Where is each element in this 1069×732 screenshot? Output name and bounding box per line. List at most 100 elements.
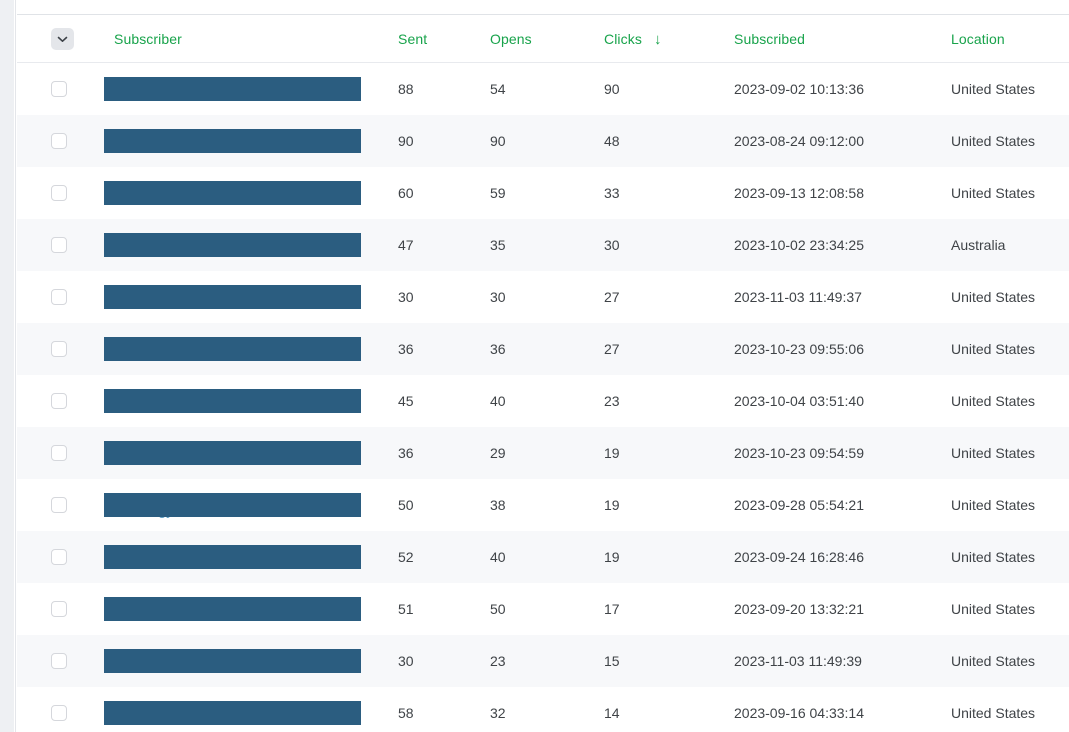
subscriber-redaction-bar[interactable] [104,129,361,153]
table-row: 58 32 14 2023-09-16 04:33:14 United Stat… [17,687,1069,732]
cell-sent: 30 [398,289,414,305]
row-checkbox[interactable] [51,341,67,357]
table-row: 52 40 19 2023-09-24 16:28:46 United Stat… [17,531,1069,583]
cell-location: Australia [951,237,1006,253]
cell-subscribed: 2023-09-20 13:32:21 [734,601,864,617]
table-header-row: Subscriber Sent Opens Clicks ↓ Subscribed… [17,15,1069,63]
cell-opens: 32 [490,705,506,721]
cell-clicks: 15 [604,653,620,669]
cell-clicks: 48 [604,133,620,149]
row-checkbox[interactable] [51,185,67,201]
table-row: 30 23 15 2023-11-03 11:49:39 United Stat… [17,635,1069,687]
cell-opens: 29 [490,445,506,461]
cell-subscribed: 2023-11-03 11:49:37 [734,289,862,305]
cell-location: United States [951,341,1036,357]
cell-opens: 36 [490,341,506,357]
cell-clicks: 33 [604,185,620,201]
row-checkbox[interactable] [51,653,67,669]
cell-location: United States [951,601,1036,617]
subscriber-redaction-bar[interactable] [104,285,361,309]
cell-location: United States [951,289,1036,305]
cell-location: United States [951,497,1036,513]
cell-subscribed: 2023-10-23 09:54:59 [734,445,864,461]
table-row: 88 54 90 2023-09-02 10:13:36 United Stat… [17,63,1069,115]
row-checkbox[interactable] [51,393,67,409]
cell-opens: 50 [490,601,506,617]
cell-opens: 23 [490,653,506,669]
cell-opens: 35 [490,237,506,253]
cell-sent: 36 [398,341,414,357]
column-header-clicks[interactable]: Clicks ↓ [604,15,662,63]
row-checkbox[interactable] [51,445,67,461]
cell-subscribed: 2023-09-24 16:28:46 [734,549,864,565]
column-header-opens[interactable]: Opens [490,31,532,47]
cell-location: United States [951,133,1036,149]
sort-descending-icon: ↓ [653,31,662,48]
column-header-location[interactable]: Location [951,31,1005,47]
cell-subscribed: 2023-10-02 23:34:25 [734,237,864,253]
subscriber-redaction-bar[interactable] [104,77,361,101]
subscriber-redaction-bar[interactable] [104,233,361,257]
cell-opens: 59 [490,185,506,201]
cell-sent: 45 [398,393,414,409]
table-row: 36 29 19 2023-10-23 09:54:59 United Stat… [17,427,1069,479]
cell-location: United States [951,445,1036,461]
cell-opens: 40 [490,393,506,409]
subscriber-redaction-bar[interactable] [104,389,361,413]
subscribers-table-card: Subscriber Sent Opens Clicks ↓ Subscribed… [15,0,1069,732]
page-left-gutter [0,0,14,732]
cell-subscribed: 2023-09-13 12:08:58 [734,185,864,201]
bulk-select-dropdown-button[interactable] [51,28,74,50]
cell-sent: 52 [398,549,414,565]
cell-clicks: 90 [604,81,620,97]
chevron-down-icon [57,36,68,43]
table-row: 30 30 27 2023-11-03 11:49:37 United Stat… [17,271,1069,323]
cell-clicks: 23 [604,393,620,409]
row-checkbox[interactable] [51,601,67,617]
subscriber-redaction-bar[interactable] [104,441,361,465]
subscriber-redaction-bar[interactable] [104,181,361,205]
column-header-subscriber[interactable]: Subscriber [114,31,182,47]
cell-sent: 51 [398,601,414,617]
subscriber-redaction-bar[interactable] [104,649,361,673]
cell-clicks: 17 [604,601,620,617]
row-checkbox[interactable] [51,133,67,149]
row-checkbox[interactable] [51,289,67,305]
cell-location: United States [951,393,1036,409]
cell-sent: 36 [398,445,414,461]
column-header-clicks-label: Clicks [604,31,642,47]
row-checkbox[interactable] [51,705,67,721]
cell-subscribed: 2023-10-04 03:51:40 [734,393,864,409]
cell-subscribed: 2023-09-16 04:33:14 [734,705,864,721]
table-body: 88 54 90 2023-09-02 10:13:36 United Stat… [17,63,1069,732]
column-header-subscribed[interactable]: Subscribed [734,31,806,47]
row-checkbox[interactable] [51,237,67,253]
subscribers-table: Subscriber Sent Opens Clicks ↓ Subscribed… [17,14,1069,732]
cell-opens: 38 [490,497,506,513]
subscriber-redaction-bar[interactable] [104,493,361,517]
cell-sent: 60 [398,185,414,201]
table-row: 47 35 30 2023-10-02 23:34:25 Australia [17,219,1069,271]
cell-location: United States [951,549,1036,565]
row-checkbox[interactable] [51,549,67,565]
cell-sent: 58 [398,705,414,721]
cell-subscribed: 2023-11-03 11:49:39 [734,653,862,669]
row-checkbox[interactable] [51,497,67,513]
cell-subscribed: 2023-09-02 10:13:36 [734,81,864,97]
cell-subscribed: 2023-09-28 05:54:21 [734,497,864,513]
cell-clicks: 27 [604,289,620,305]
cell-subscribed: 2023-10-23 09:55:06 [734,341,864,357]
table-row: 45 40 23 2023-10-04 03:51:40 United Stat… [17,375,1069,427]
cell-opens: 90 [490,133,506,149]
subscriber-redaction-bar[interactable] [104,597,361,621]
cell-opens: 30 [490,289,506,305]
cell-clicks: 14 [604,705,620,721]
column-header-sent[interactable]: Sent [398,31,428,47]
row-checkbox[interactable] [51,81,67,97]
cell-clicks: 30 [604,237,620,253]
subscriber-redaction-bar[interactable] [104,701,361,725]
cell-sent: 47 [398,237,414,253]
cell-clicks: 19 [604,445,620,461]
subscriber-redaction-bar[interactable] [104,337,361,361]
subscriber-redaction-bar[interactable] [104,545,361,569]
